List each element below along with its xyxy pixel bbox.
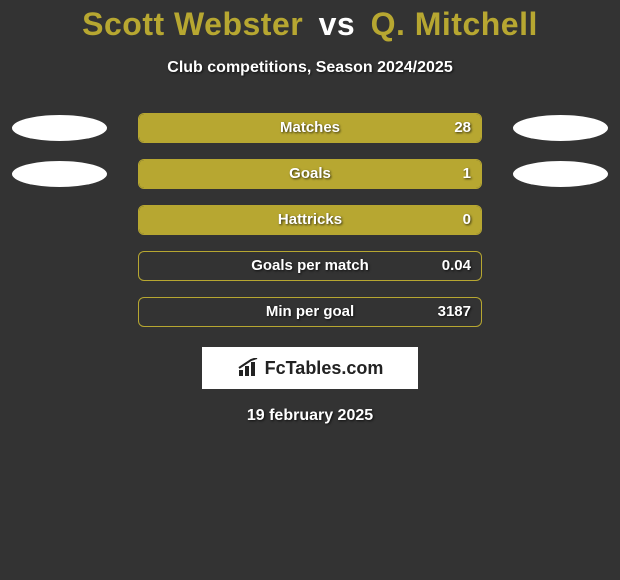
right-oval bbox=[513, 115, 608, 141]
stat-row: Matches 28 bbox=[0, 113, 620, 143]
stat-label: Goals per match bbox=[139, 252, 481, 280]
stats-rows: Matches 28 Goals 1 Hattricks 0 bbox=[0, 113, 620, 327]
stat-value: 0 bbox=[463, 206, 471, 234]
brand-inner: FcTables.com bbox=[237, 358, 384, 379]
stat-label: Matches bbox=[139, 114, 481, 142]
left-oval bbox=[12, 161, 107, 187]
stat-value: 3187 bbox=[438, 298, 471, 326]
stat-label: Goals bbox=[139, 160, 481, 188]
stat-value: 1 bbox=[463, 160, 471, 188]
stat-label: Hattricks bbox=[139, 206, 481, 234]
player2-name: Q. Mitchell bbox=[371, 6, 538, 42]
page-title: Scott Webster vs Q. Mitchell bbox=[0, 0, 620, 43]
stat-value: 0.04 bbox=[442, 252, 471, 280]
player1-name: Scott Webster bbox=[82, 6, 303, 42]
stat-bar: Goals per match 0.04 bbox=[138, 251, 482, 281]
chart-icon bbox=[237, 358, 261, 378]
stat-row: Goals 1 bbox=[0, 159, 620, 189]
stat-bar: Goals 1 bbox=[138, 159, 482, 189]
date-label: 19 february 2025 bbox=[0, 407, 620, 425]
right-oval bbox=[513, 161, 608, 187]
stat-row: Goals per match 0.04 bbox=[0, 251, 620, 281]
brand-text: FcTables.com bbox=[265, 358, 384, 379]
stat-bar: Min per goal 3187 bbox=[138, 297, 482, 327]
vs-label: vs bbox=[319, 6, 356, 42]
comparison-card: Scott Webster vs Q. Mitchell Club compet… bbox=[0, 0, 620, 580]
stat-row: Hattricks 0 bbox=[0, 205, 620, 235]
stat-label: Min per goal bbox=[139, 298, 481, 326]
stat-bar: Hattricks 0 bbox=[138, 205, 482, 235]
brand-badge[interactable]: FcTables.com bbox=[202, 347, 418, 389]
stat-row: Min per goal 3187 bbox=[0, 297, 620, 327]
left-oval bbox=[12, 115, 107, 141]
stat-bar: Matches 28 bbox=[138, 113, 482, 143]
subtitle: Club competitions, Season 2024/2025 bbox=[0, 59, 620, 77]
stat-value: 28 bbox=[454, 114, 471, 142]
